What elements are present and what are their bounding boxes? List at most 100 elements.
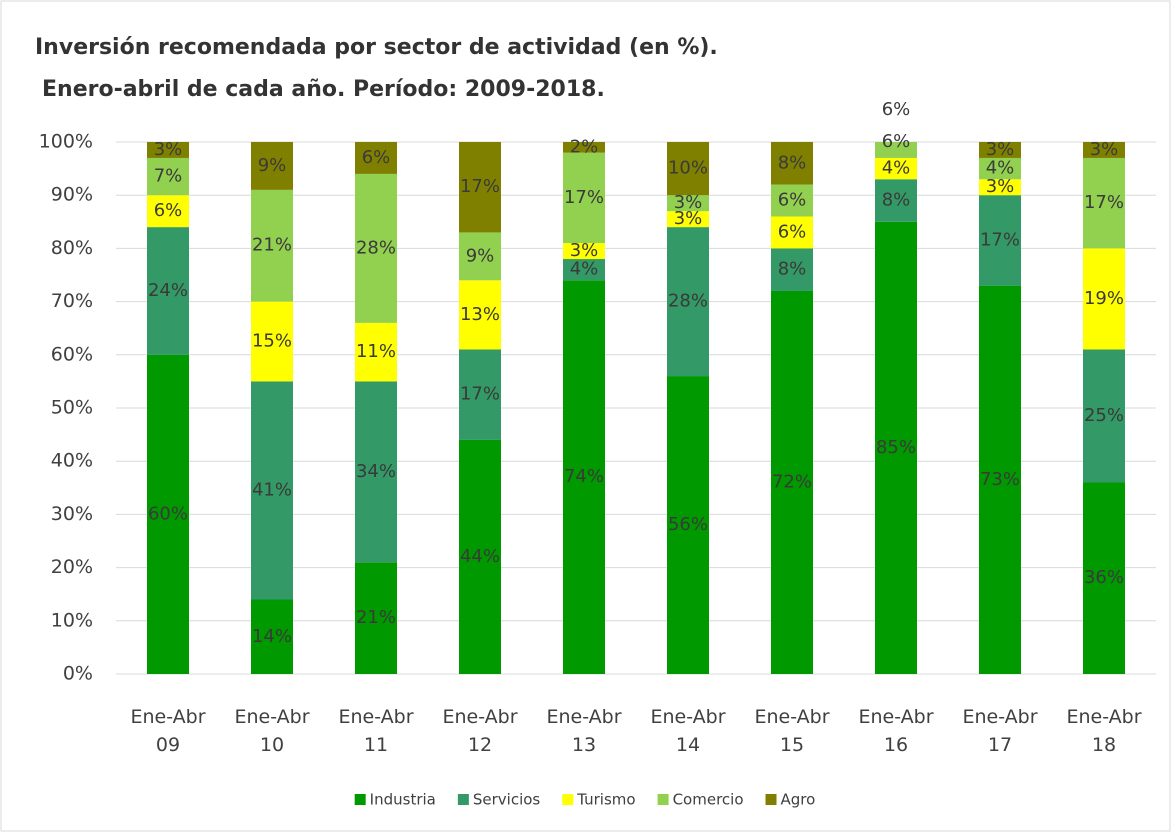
y-tick-label: 50% — [51, 397, 93, 419]
bar-segment — [771, 216, 813, 249]
y-tick-label: 10% — [51, 609, 93, 631]
bar-segment — [771, 248, 813, 291]
bar-segment — [563, 152, 605, 244]
bar-segment — [355, 381, 397, 563]
data-label: 34% — [356, 461, 396, 482]
bar-segment — [459, 349, 501, 440]
y-tick-label: 60% — [51, 343, 93, 365]
bar-segment — [563, 243, 605, 260]
bar-segment — [771, 290, 813, 674]
bar-segment — [251, 142, 293, 190]
bar-segment — [355, 322, 397, 382]
bar-segment — [875, 179, 917, 222]
data-label: 17% — [980, 229, 1020, 250]
data-label: 4% — [570, 259, 599, 280]
bar-segment — [979, 157, 1021, 180]
data-label: 8% — [778, 259, 807, 280]
y-tick-label: 40% — [51, 450, 93, 472]
legend-label: Turismo — [576, 791, 635, 809]
data-label: 3% — [986, 139, 1015, 160]
data-label: 73% — [980, 469, 1020, 490]
x-tick-label: Ene-Abr 12 — [442, 706, 517, 756]
x-tick-label: Ene-Abr 13 — [546, 706, 621, 756]
data-label: 15% — [252, 331, 292, 352]
bar-segment — [979, 179, 1021, 196]
bar-segment — [1083, 349, 1125, 483]
data-label: 14% — [252, 626, 292, 647]
y-tick-label: 0% — [63, 663, 93, 685]
data-label: 19% — [1084, 288, 1124, 309]
bar-segment — [667, 211, 709, 228]
data-label: 6% — [778, 221, 807, 242]
bar-segment — [251, 381, 293, 600]
chart-subtitle: Enero-abril de cada año. Período: 2009-2… — [42, 77, 605, 102]
legend-swatch — [457, 794, 469, 805]
data-label: 4% — [882, 158, 911, 179]
x-tick-label: Ene-Abr 09 — [130, 706, 205, 756]
legend-swatch — [354, 794, 366, 805]
x-tick-label: Ene-Abr 15 — [754, 706, 829, 756]
y-tick-label: 80% — [51, 237, 93, 259]
x-tick-label: Ene-Abr 10 — [234, 706, 309, 756]
bar-segment — [667, 195, 709, 212]
bar-segment — [459, 232, 501, 281]
bar-segment — [771, 142, 813, 185]
y-tick-label: 30% — [51, 503, 93, 525]
bar-segment — [147, 354, 189, 674]
bar-segment — [355, 142, 397, 174]
data-label: 44% — [460, 546, 500, 567]
bar-segment — [979, 142, 1021, 158]
bar-segment — [459, 439, 501, 674]
x-tick-label: Ene-Abr 18 — [1066, 706, 1141, 756]
data-label: 6% — [778, 190, 807, 211]
x-tick-label: Ene-Abr 16 — [858, 706, 933, 756]
bar-segment — [1083, 248, 1125, 350]
bar-segment — [563, 142, 605, 153]
data-label: 36% — [1084, 567, 1124, 588]
bars — [147, 142, 1125, 674]
data-label: 3% — [1090, 139, 1119, 160]
bar-segment — [147, 227, 189, 355]
data-label: 72% — [772, 471, 812, 492]
bar-segment — [875, 142, 917, 158]
bar-segment — [771, 184, 813, 217]
legend-swatch — [765, 794, 777, 805]
bar-segment — [667, 227, 709, 377]
chart-title: Inversión recomendada por sector de acti… — [35, 35, 718, 60]
legend-label: Comercio — [673, 791, 744, 809]
bar-segment — [251, 599, 293, 674]
data-label: 3% — [570, 240, 599, 261]
bar-segment — [979, 195, 1021, 286]
bar-segment — [1083, 142, 1125, 158]
bar-segment — [875, 157, 917, 180]
data-label: 11% — [356, 341, 396, 362]
bar-segment — [251, 189, 293, 302]
legend-swatch — [657, 794, 669, 805]
legend-label: Servicios — [473, 791, 541, 809]
bar-segment — [563, 280, 605, 674]
data-label: 17% — [1084, 192, 1124, 213]
data-label: 24% — [148, 280, 188, 301]
data-label: 28% — [356, 237, 396, 258]
data-label: 41% — [252, 479, 292, 500]
bar-segment — [1083, 157, 1125, 249]
bar-segment — [979, 285, 1021, 674]
y-tick-label: 20% — [51, 556, 93, 578]
legend-label: Agro — [781, 791, 816, 809]
data-label: 9% — [258, 155, 287, 176]
data-label: 56% — [668, 514, 708, 535]
bar-segment — [875, 221, 917, 674]
data-label: 6% — [882, 131, 911, 152]
legend-label: Industria — [370, 791, 436, 809]
data-label: 6% — [362, 147, 391, 168]
data-label: 21% — [356, 607, 396, 628]
data-label: 25% — [1084, 405, 1124, 426]
data-label: 4% — [986, 158, 1015, 179]
x-tick-label: Ene-Abr 17 — [962, 706, 1037, 756]
bar-segment — [355, 562, 397, 674]
data-label: 17% — [460, 384, 500, 405]
data-label: 2% — [570, 136, 599, 157]
bar-segment — [1083, 482, 1125, 674]
y-tick-label: 90% — [51, 184, 93, 206]
